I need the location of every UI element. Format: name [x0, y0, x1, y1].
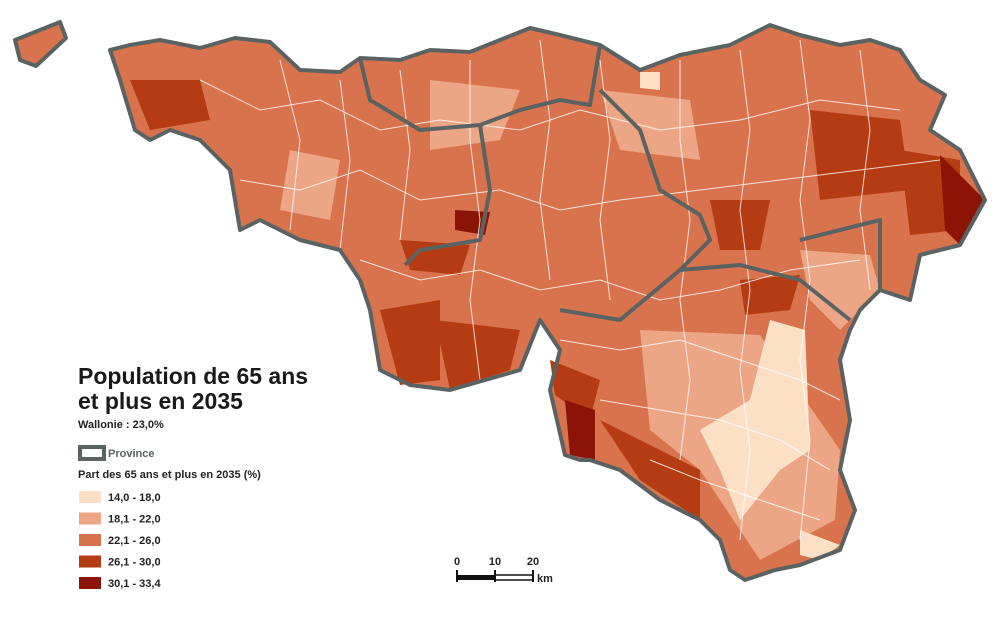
darkest-areas — [455, 155, 985, 460]
legend-label: 30,1 - 33,4 — [108, 578, 161, 590]
area — [740, 275, 800, 315]
subtitle: Wallonie : 23,0% — [78, 419, 164, 431]
border — [359, 259, 861, 301]
scale-segment — [494, 574, 534, 581]
province-border — [679, 263, 852, 322]
legend-label: 26,1 - 30,0 — [108, 557, 161, 569]
legend-swatch — [79, 555, 101, 568]
legend-swatch — [79, 534, 101, 546]
scale-bar: 0 10 20 km — [454, 556, 553, 585]
area — [430, 80, 520, 150]
legend-swatch — [79, 491, 101, 503]
scale-segment — [457, 575, 495, 580]
province-border — [358, 44, 602, 132]
area — [280, 150, 340, 220]
area — [600, 420, 700, 520]
legend-swatch — [79, 577, 101, 589]
legend-label: 14,0 - 18,0 — [108, 492, 161, 504]
border — [199, 79, 901, 131]
province-border — [799, 218, 882, 290]
legend-label: 22,1 - 26,0 — [108, 535, 161, 547]
province-label: Province — [108, 448, 154, 460]
area — [700, 320, 810, 520]
area — [710, 200, 770, 250]
province-border — [559, 88, 712, 322]
map-regions — [13, 20, 987, 582]
area — [640, 72, 660, 90]
area — [940, 155, 985, 245]
border — [239, 159, 941, 211]
province-borders — [108, 23, 987, 582]
legend-items: 14,0 - 18,0 18,1 - 22,0 22,1 - 26,0 26,1 - … — [79, 491, 161, 590]
area — [400, 240, 470, 275]
area — [435, 320, 520, 390]
title-line: et plus en 2035 — [78, 388, 243, 414]
legend-title: Part des 65 ans et plus en 2035 (%) — [78, 469, 261, 481]
province-swatch — [78, 445, 106, 461]
scale-label: 20 — [527, 556, 539, 568]
scale-unit: km — [537, 573, 553, 585]
legend-swatch — [79, 512, 101, 525]
border — [279, 39, 871, 541]
area — [565, 400, 595, 460]
border — [559, 339, 841, 521]
area — [380, 300, 440, 385]
area — [600, 90, 700, 160]
province-border — [403, 124, 492, 267]
municipality-borders — [199, 39, 941, 541]
province-outline — [108, 23, 987, 582]
legend: Population de 65 ans et plus en 2035 Wal… — [78, 363, 308, 590]
area — [130, 80, 210, 130]
scale-label: 10 — [489, 556, 501, 568]
area — [810, 110, 910, 200]
enclave — [13, 20, 68, 68]
title-line: Population de 65 ans — [78, 363, 308, 389]
scale-label: 0 — [454, 556, 460, 568]
legend-label: 18,1 - 22,0 — [108, 514, 161, 526]
area — [550, 360, 600, 420]
